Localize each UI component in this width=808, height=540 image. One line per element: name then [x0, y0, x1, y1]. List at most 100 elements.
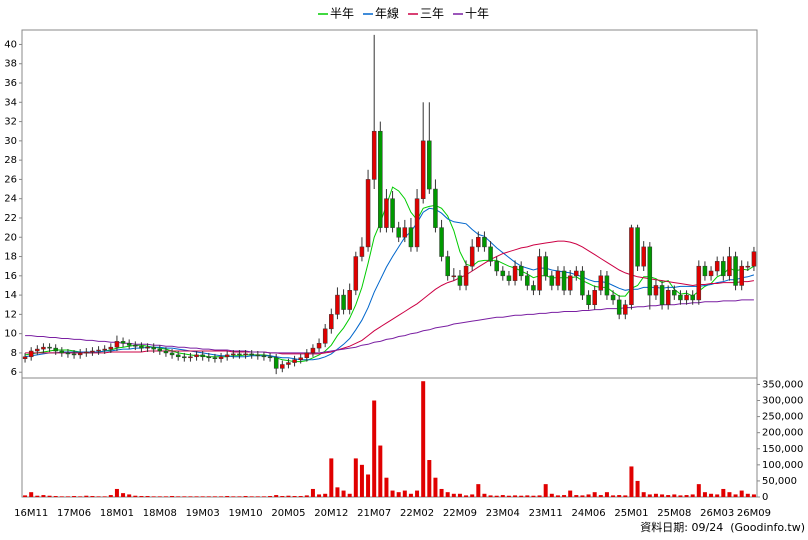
volume-bar: [347, 493, 352, 497]
candle-body: [463, 265, 469, 286]
candle-body: [574, 270, 579, 277]
volume-bar: [35, 495, 40, 497]
candle-body: [84, 351, 89, 354]
candle-body: [690, 294, 695, 301]
volume-bar: [457, 493, 462, 497]
volume-bar: [629, 466, 634, 497]
candle-body: [451, 275, 457, 278]
candle-body: [739, 265, 744, 286]
candle-body: [543, 256, 548, 277]
candle-body: [647, 246, 653, 296]
x-tick-label: 26M09: [737, 508, 771, 519]
candle-body: [163, 350, 169, 354]
candle-body: [22, 356, 28, 359]
candle-body: [537, 256, 542, 291]
y-tick-label: 30: [4, 136, 17, 147]
volume-bar: [390, 490, 395, 497]
volume-bar: [482, 493, 487, 497]
candle-body: [610, 294, 616, 301]
volume-bar: [274, 495, 279, 497]
candle-body: [408, 227, 414, 248]
candle-body: [41, 346, 46, 350]
candle-body: [555, 270, 561, 286]
candle-body: [28, 350, 34, 358]
candle-body: [261, 355, 267, 358]
candle-body: [249, 353, 254, 356]
candle-body: [678, 294, 683, 301]
candle-body: [218, 356, 224, 359]
candle-body: [727, 256, 732, 277]
volume-bar: [476, 484, 481, 497]
legend: 半年 年線 三年 十年: [318, 6, 489, 21]
volume-bar: [623, 495, 628, 497]
candle-body: [641, 246, 646, 267]
volume-bar: [341, 490, 346, 497]
volume-bar: [90, 496, 95, 497]
volume-bar: [139, 496, 144, 497]
volume-bar: [709, 493, 714, 497]
candle-body: [396, 227, 401, 238]
volume-bar: [317, 494, 322, 497]
x-tick-label: 23M11: [529, 508, 563, 519]
volume-bar: [537, 495, 542, 497]
x-tick-label: 20M12: [314, 508, 348, 519]
candle-body: [629, 227, 634, 305]
volume-bar: [102, 496, 107, 497]
candle-body: [255, 354, 261, 357]
volume-bar: [751, 494, 756, 497]
volume-bar: [660, 494, 665, 497]
candle-body: [518, 265, 524, 277]
candle-body: [672, 290, 677, 296]
y-tick-label: 34: [4, 97, 17, 108]
y-tick-label: 16: [4, 271, 17, 282]
x-tick-label: 25M01: [614, 508, 648, 519]
volume-bar: [96, 496, 101, 497]
candle-body: [151, 346, 156, 350]
candle-body: [488, 246, 493, 262]
candle-body: [206, 356, 212, 359]
candle-body: [623, 304, 628, 315]
y-tick-label: 36: [4, 78, 17, 89]
candle-body: [500, 270, 506, 277]
x-tick-label: 22M02: [400, 508, 434, 519]
candle-body: [200, 354, 205, 358]
volume-bar: [41, 495, 46, 497]
volume-bar: [237, 496, 242, 497]
candle-body: [335, 294, 340, 315]
volume-bar: [727, 492, 732, 497]
volume-bar: [684, 495, 689, 497]
candle-body: [102, 348, 107, 351]
legend-label: 年線: [375, 6, 399, 21]
candle-body: [427, 140, 432, 190]
ma-line: [25, 299, 754, 354]
volume-bar: [500, 495, 505, 497]
x-tick-label: 19M10: [229, 508, 263, 519]
candle-body: [145, 346, 150, 349]
candle-body: [59, 350, 65, 354]
legend-label: 十年: [465, 7, 489, 21]
volume-bar: [255, 496, 260, 497]
candle-body: [120, 341, 126, 344]
y-tick-label: 10: [4, 329, 17, 340]
candle-body: [371, 130, 377, 180]
candle-body: [665, 290, 671, 305]
candle-body: [402, 227, 408, 238]
candle-body: [280, 364, 285, 369]
volume-bar: [249, 496, 254, 497]
volume-bar: [427, 460, 432, 497]
volume-bar: [396, 492, 401, 497]
volume-bar: [200, 496, 205, 497]
legend-label: 三年: [420, 7, 444, 21]
candle-body: [139, 345, 144, 349]
volume-bar: [268, 496, 273, 497]
candle-body: [231, 353, 236, 356]
candle-body: [114, 341, 120, 348]
volume-bar: [151, 496, 156, 497]
volume-bar: [359, 464, 364, 497]
y-tick-label: 250,000: [762, 412, 803, 423]
volume-bar: [335, 487, 340, 497]
volume-bar: [494, 495, 499, 497]
y-tick-label: 200,000: [762, 428, 803, 439]
volume-bar: [721, 488, 726, 497]
candle-body: [237, 353, 242, 356]
